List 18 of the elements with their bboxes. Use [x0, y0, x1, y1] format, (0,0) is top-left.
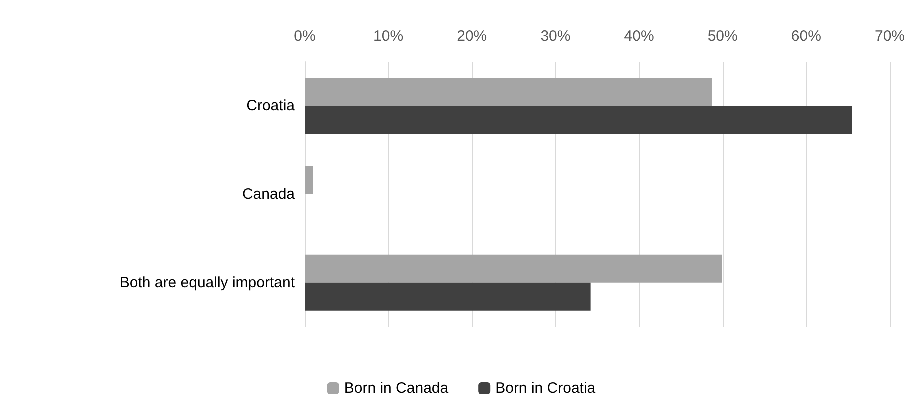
- x-tick-label: 70%: [874, 28, 906, 45]
- legend-label: Born in Canada: [344, 380, 450, 397]
- legend-label: Born in Croatia: [496, 380, 596, 397]
- x-tick-label: 20%: [457, 28, 488, 45]
- bar: [305, 78, 712, 106]
- bar: [305, 106, 852, 134]
- y-tick-label: Both are equally important: [120, 274, 296, 292]
- x-tick-label: 40%: [624, 28, 654, 45]
- x-tick-label: 50%: [708, 28, 738, 45]
- bar: [305, 166, 314, 194]
- x-tick-label: 0%: [294, 28, 316, 45]
- bar: [305, 282, 591, 311]
- bar: [305, 254, 722, 283]
- y-tick-label: Croatia: [246, 98, 296, 115]
- y-tick-label: Canada: [242, 186, 296, 203]
- x-tick-label: 10%: [374, 28, 404, 45]
- x-tick-label: 30%: [540, 28, 571, 45]
- x-tick-label: 60%: [791, 28, 822, 45]
